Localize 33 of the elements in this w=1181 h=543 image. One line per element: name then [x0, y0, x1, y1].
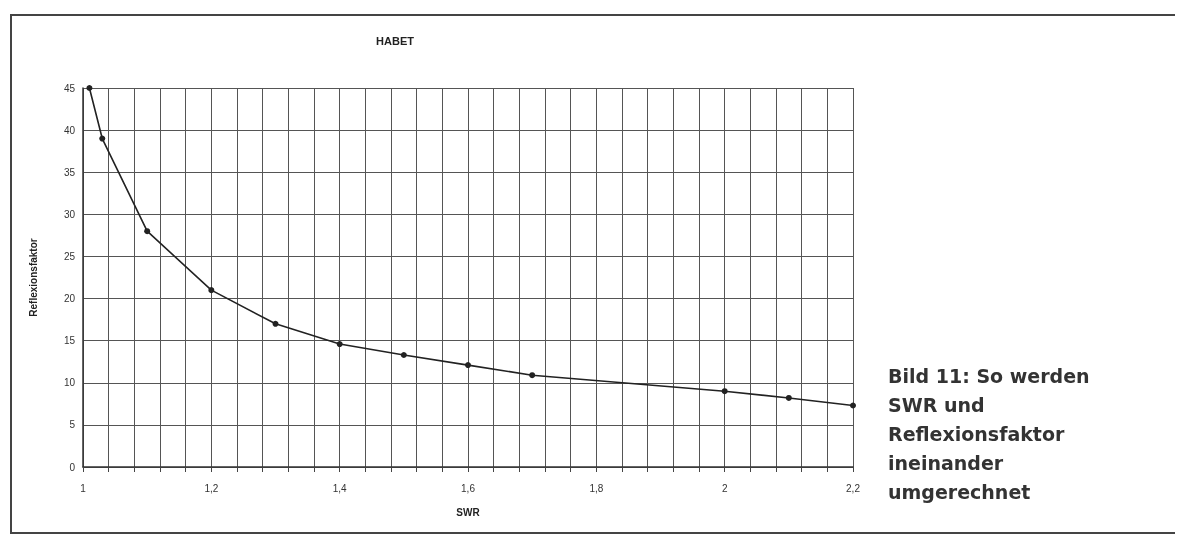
x-axis-title: SWR [456, 506, 481, 518]
point [850, 402, 856, 409]
y-tick-label: 5 [69, 419, 76, 431]
x-tick-label: 2 [721, 482, 728, 494]
y-tick-label: 45 [63, 82, 76, 94]
point [99, 135, 106, 142]
y-tick-label: 15 [63, 335, 76, 347]
y-axis-title: Reflexionsfaktor [27, 238, 39, 317]
y-tick-label: 20 [63, 293, 76, 305]
point [208, 287, 215, 294]
x-tick-label: 1,4 [332, 482, 348, 494]
y-tick-label: 35 [63, 166, 76, 178]
point [272, 320, 279, 327]
point [400, 351, 407, 358]
x-tick-label: 1 [80, 482, 87, 494]
y-tick-label: 25 [63, 250, 76, 262]
y-tick-label: 10 [63, 377, 76, 389]
point [721, 388, 728, 395]
x-tick-label: 1,8 [589, 482, 604, 494]
point [465, 362, 471, 369]
y-tick-label: 40 [63, 124, 76, 136]
point [86, 85, 93, 91]
x-tick-label: 2,2 [846, 482, 861, 494]
text: Bild 11: So werden SWR und Reflexionsfaktor ineinander umgerechnet [888, 364, 1091, 505]
x-tick-label: 1,2 [204, 482, 219, 494]
point [529, 372, 536, 379]
x-tick-label: 1,6 [461, 482, 476, 494]
y-tick-label: 30 [63, 208, 76, 220]
point [785, 394, 792, 401]
point [144, 228, 151, 235]
y-tick-label: 0 [69, 461, 76, 473]
point [336, 341, 343, 348]
chart-title: HABET [376, 34, 415, 47]
